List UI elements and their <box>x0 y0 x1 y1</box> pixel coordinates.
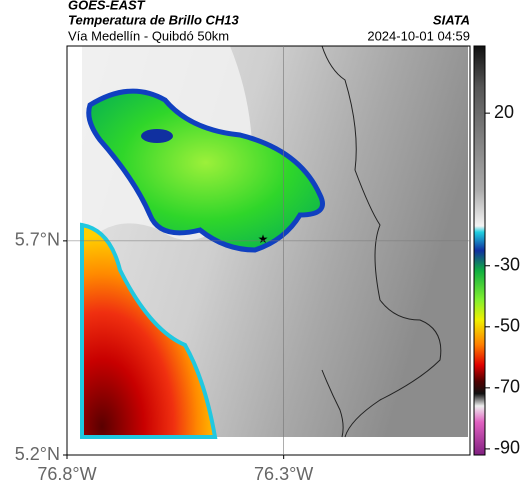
colorbar-label: -70 <box>494 377 520 397</box>
x-tick-label: 76.8°W <box>37 464 96 484</box>
y-tick-label: 5.7°N <box>15 230 60 250</box>
colorbar-label: 20 <box>494 102 514 122</box>
timestamp: 2024-10-01 04:59 <box>367 28 470 43</box>
colorbar-label: -30 <box>494 255 520 275</box>
subtitle: Temperatura de Brillo CH13 <box>68 12 240 27</box>
map-image: ★ <box>80 45 468 439</box>
colorbar-label: -50 <box>494 316 520 336</box>
y-tick-label: 5.2°N <box>15 444 60 464</box>
colorbar-label: -90 <box>494 438 520 458</box>
route: Vía Medellín - Quibdó 50km <box>68 28 229 43</box>
colorbar <box>473 45 486 456</box>
svg-text:★: ★ <box>258 232 269 246</box>
map-frame <box>66 45 471 456</box>
title: GOES-EAST <box>68 0 146 12</box>
x-tick-label: 76.3°W <box>254 464 313 484</box>
source: SIATA <box>433 12 470 27</box>
